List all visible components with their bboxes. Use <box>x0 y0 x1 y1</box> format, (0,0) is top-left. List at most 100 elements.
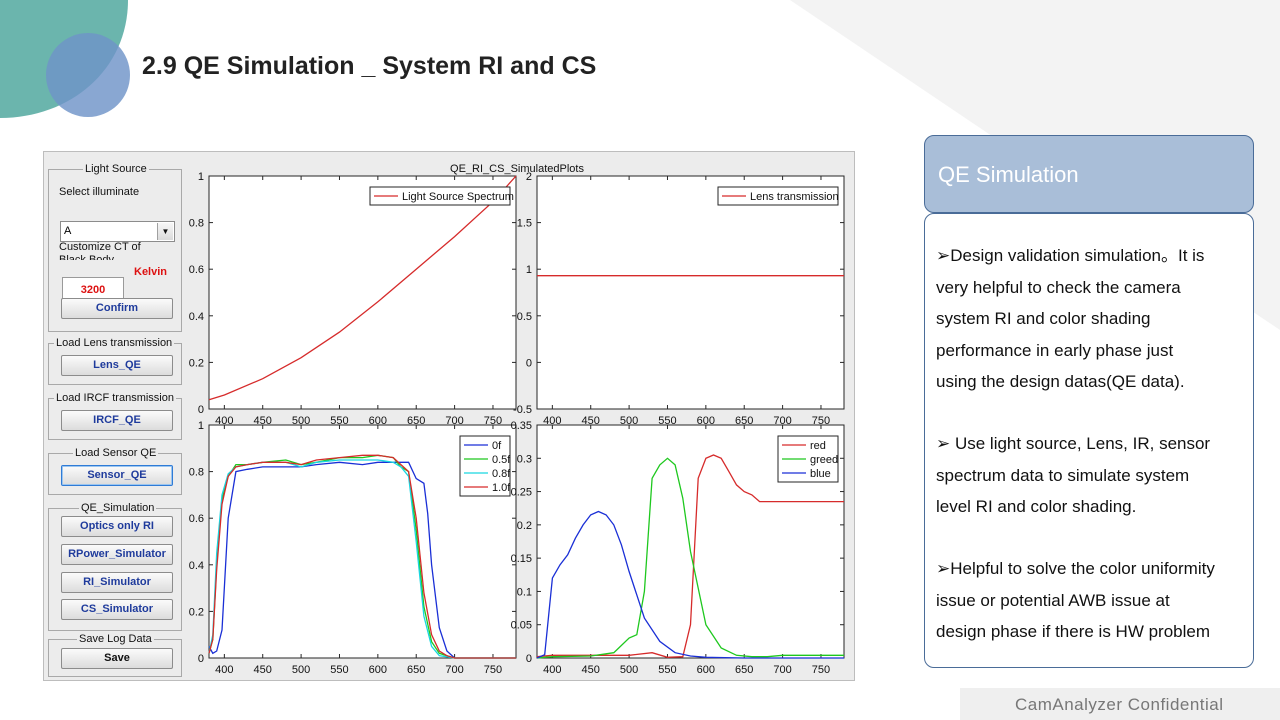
legend-entry: 1.0f <box>492 482 511 494</box>
legend-entry: Light Source Spectrum <box>402 191 514 203</box>
y-tick-label: 0 <box>526 357 532 369</box>
save-log-group-label: Save Log Data <box>77 633 154 645</box>
y-tick-label: 0.2 <box>517 520 532 532</box>
qe-simulation-panel-title: QE Simulation <box>938 162 1079 187</box>
y-tick-label: 0.35 <box>511 420 532 432</box>
legend-box <box>369 186 511 206</box>
y-tick-label: 0 <box>198 404 204 416</box>
x-tick-label: 700 <box>773 415 791 427</box>
sensor-qe-button[interactable]: Sensor_QE <box>61 465 173 486</box>
x-tick-label: 500 <box>620 415 638 427</box>
kelvin-unit-label: Kelvin <box>134 266 168 278</box>
paragraph-light-source: ➢ Use light source, Lens, IR, sensor spe… <box>936 428 1248 523</box>
rpower-simulator-button[interactable]: RPower_Simulator <box>61 544 173 565</box>
x-tick-label: 500 <box>292 664 310 676</box>
x-tick-label: 600 <box>369 415 387 427</box>
ircf-qe-button[interactable]: IRCF_QE <box>61 410 173 431</box>
footer-confidential: CamAnalyzer Confidential <box>1015 695 1224 714</box>
x-tick-label: 750 <box>812 415 830 427</box>
light-source-group: Light Source Select illuminate A ▼ Custo… <box>48 163 182 332</box>
x-tick-label: 450 <box>582 664 600 676</box>
x-tick-label: 400 <box>543 664 561 676</box>
ri-simulator-button[interactable]: RI_Simulator <box>61 572 173 593</box>
legend-box <box>459 435 511 497</box>
select-illuminate-label: Select illuminate <box>59 186 140 198</box>
bullet-arrow-icon: ➢ <box>936 434 951 453</box>
qe-simulator-window: Light Source Select illuminate A ▼ Custo… <box>43 151 855 681</box>
x-tick-label: 750 <box>484 664 502 676</box>
x-tick-label: 550 <box>330 664 348 676</box>
axes-box <box>208 175 517 410</box>
series-line-red <box>536 454 844 658</box>
series-line-0f <box>208 461 516 659</box>
legend-entry: Lens transmission <box>750 191 839 203</box>
save-button[interactable]: Save <box>61 648 173 669</box>
bullet-arrow-icon: ➢ <box>936 559 951 578</box>
x-tick-label: 550 <box>658 415 676 427</box>
lens-group: Load Lens transmission Lens_QE <box>48 337 182 385</box>
x-tick-label: 500 <box>620 664 638 676</box>
x-tick-label: 750 <box>812 664 830 676</box>
black-body-label: Black Body <box>59 254 115 260</box>
y-tick-label: -0.5 <box>513 404 532 416</box>
x-tick-label: 450 <box>254 415 272 427</box>
paragraph-line: issue or potential AWB issue at <box>936 590 1170 610</box>
y-tick-label: 1.5 <box>517 218 532 230</box>
cs-simulator-button[interactable]: CS_Simulator <box>61 599 173 620</box>
paragraph-color-uniformity: ➢Helpful to solve the color uniformity i… <box>936 553 1248 648</box>
legend-entry: 0.8f <box>492 468 511 480</box>
x-tick-label: 650 <box>407 415 425 427</box>
y-tick-label: 0.3 <box>517 453 532 465</box>
x-tick-label: 600 <box>697 664 715 676</box>
illuminate-select[interactable]: A ▼ <box>60 221 175 242</box>
x-tick-label: 450 <box>582 415 600 427</box>
sensor-qe-chart: 400 450 500 550 600 650 700 750 0 0.2 0.4 0.6 0.8 1 0f… <box>189 420 517 676</box>
light-source-group-label: Light Source <box>83 163 149 175</box>
customize-ct-label: Customize CT of <box>59 241 141 253</box>
y-tick-label: 0.2 <box>189 606 204 618</box>
paragraph-line: level RI and color shading. <box>936 497 1137 516</box>
y-tick-label: 0.5 <box>517 311 532 323</box>
axes-box <box>536 175 845 410</box>
legend-entry: 0f <box>492 440 502 452</box>
x-tick-label: 650 <box>735 415 753 427</box>
y-tick-label: 0.4 <box>189 560 204 572</box>
x-tick-label: 550 <box>330 415 348 427</box>
ircf-group-label: Load IRCF transmission <box>54 392 176 404</box>
sensor-group: Load Sensor QE Sensor_QE <box>48 447 182 495</box>
y-tick-label: 0.4 <box>189 311 204 323</box>
y-tick-label: 0 <box>198 653 204 665</box>
optics-only-ri-button[interactable]: Optics only RI <box>61 516 173 537</box>
qe-simulation-group-label: QE_Simulation <box>79 502 157 514</box>
series-line-blue <box>536 510 844 659</box>
ircf-group: Load IRCF transmission IRCF_QE <box>48 392 182 440</box>
light-source-spectrum-chart: 400 450 500 550 600 650 700 750 0 0.2 0.4 0.6 0.8 1 Li… <box>189 171 517 427</box>
confirm-button[interactable]: Confirm <box>61 298 173 319</box>
paragraph-design-validation: ➢Design validation simulation。It is very… <box>936 240 1248 398</box>
paragraph-line: very helpful to check the camera <box>936 277 1181 297</box>
x-tick-label: 650 <box>735 664 753 676</box>
x-tick-label: 600 <box>697 415 715 427</box>
legend-entry: blue <box>810 468 831 480</box>
qe-simulation-panel-body: ➢Design validation simulation。It is very… <box>924 213 1254 668</box>
simulated-plots-figure: QE_RI_CS_SimulatedPlots 400 450 500 550 600 6… <box>189 163 845 676</box>
slide-title: 2.9 QE Simulation _ System RI and CS <box>142 52 597 80</box>
y-tick-label: 0.05 <box>511 620 532 632</box>
sensor-group-label: Load Sensor QE <box>73 447 159 459</box>
y-tick-label: 0 <box>526 653 532 665</box>
lens-group-label: Load Lens transmission <box>54 337 175 349</box>
lens-transmission-chart: 400 450 500 550 600 650 700 750 -0.5 0 0.5 1 1.5 2 Len… <box>513 171 845 427</box>
x-tick-label: 400 <box>215 415 233 427</box>
y-tick-label: 0.6 <box>189 264 204 276</box>
qe-simulation-panel-header: QE Simulation <box>924 135 1254 213</box>
figure-title: QE_RI_CS_SimulatedPlots <box>450 163 584 175</box>
x-tick-label: 450 <box>254 664 272 676</box>
x-tick-label: 500 <box>292 415 310 427</box>
lens-qe-button[interactable]: Lens_QE <box>61 355 173 376</box>
bullet-arrow-icon: ➢ <box>936 246 951 265</box>
series-line-1-0f <box>208 454 516 659</box>
y-tick-label: 0.15 <box>511 553 532 565</box>
y-tick-label: 0.8 <box>189 467 204 479</box>
footer-bar: CamAnalyzer Confidential <box>960 688 1280 720</box>
dropdown-arrow-icon[interactable]: ▼ <box>157 223 173 240</box>
